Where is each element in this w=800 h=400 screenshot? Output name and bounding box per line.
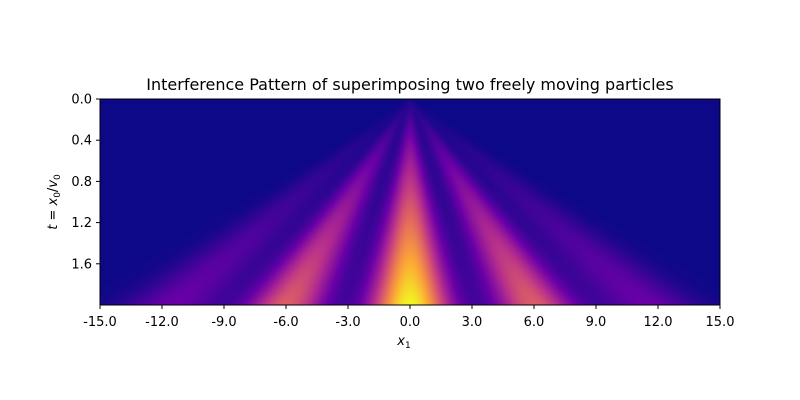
x-tick-label: -9.0 [211,315,236,330]
x-tick-label: 3.0 [462,315,483,330]
x-tick-label: 12.0 [644,315,673,330]
x-tick-label: -15.0 [83,315,117,330]
y-tick-label: 1.2 [71,216,92,231]
x-tick-label: 9.0 [586,315,607,330]
y-label-v-sub: 0 [53,174,63,180]
x-tick-label: 6.0 [524,315,545,330]
x-axis-label-var: x [396,334,405,349]
y-tick-label: 0.8 [71,175,92,190]
chart-title: Interference Pattern of superimposing tw… [146,75,673,94]
x-tick-label: 0.0 [400,315,421,330]
x-axis-label-sub: 1 [405,341,411,351]
x-tick-label: 15.0 [706,315,735,330]
x-axis: -15.0 -12.0 -9.0 -6.0 -3.0 0.0 3.0 6.0 9.0 12.0 15… [83,305,734,330]
y-tick-label: 0.0 [71,93,92,108]
x-tick-label: -12.0 [145,315,179,330]
y-label-x: x [46,197,61,206]
y-axis-label: t = x0/v0 [46,174,63,230]
x-axis-label: x1 [396,334,410,351]
y-tick-label: 0.4 [71,134,92,149]
y-tick-label: 1.6 [71,257,92,272]
y-label-eq: = [46,205,61,224]
heatmap-image [100,99,720,305]
plot-area [100,99,720,305]
x-tick-label: -6.0 [273,315,298,330]
x-tick-label: -3.0 [335,315,360,330]
y-axis: 0.0 0.4 0.8 1.2 1.6 [71,93,100,273]
